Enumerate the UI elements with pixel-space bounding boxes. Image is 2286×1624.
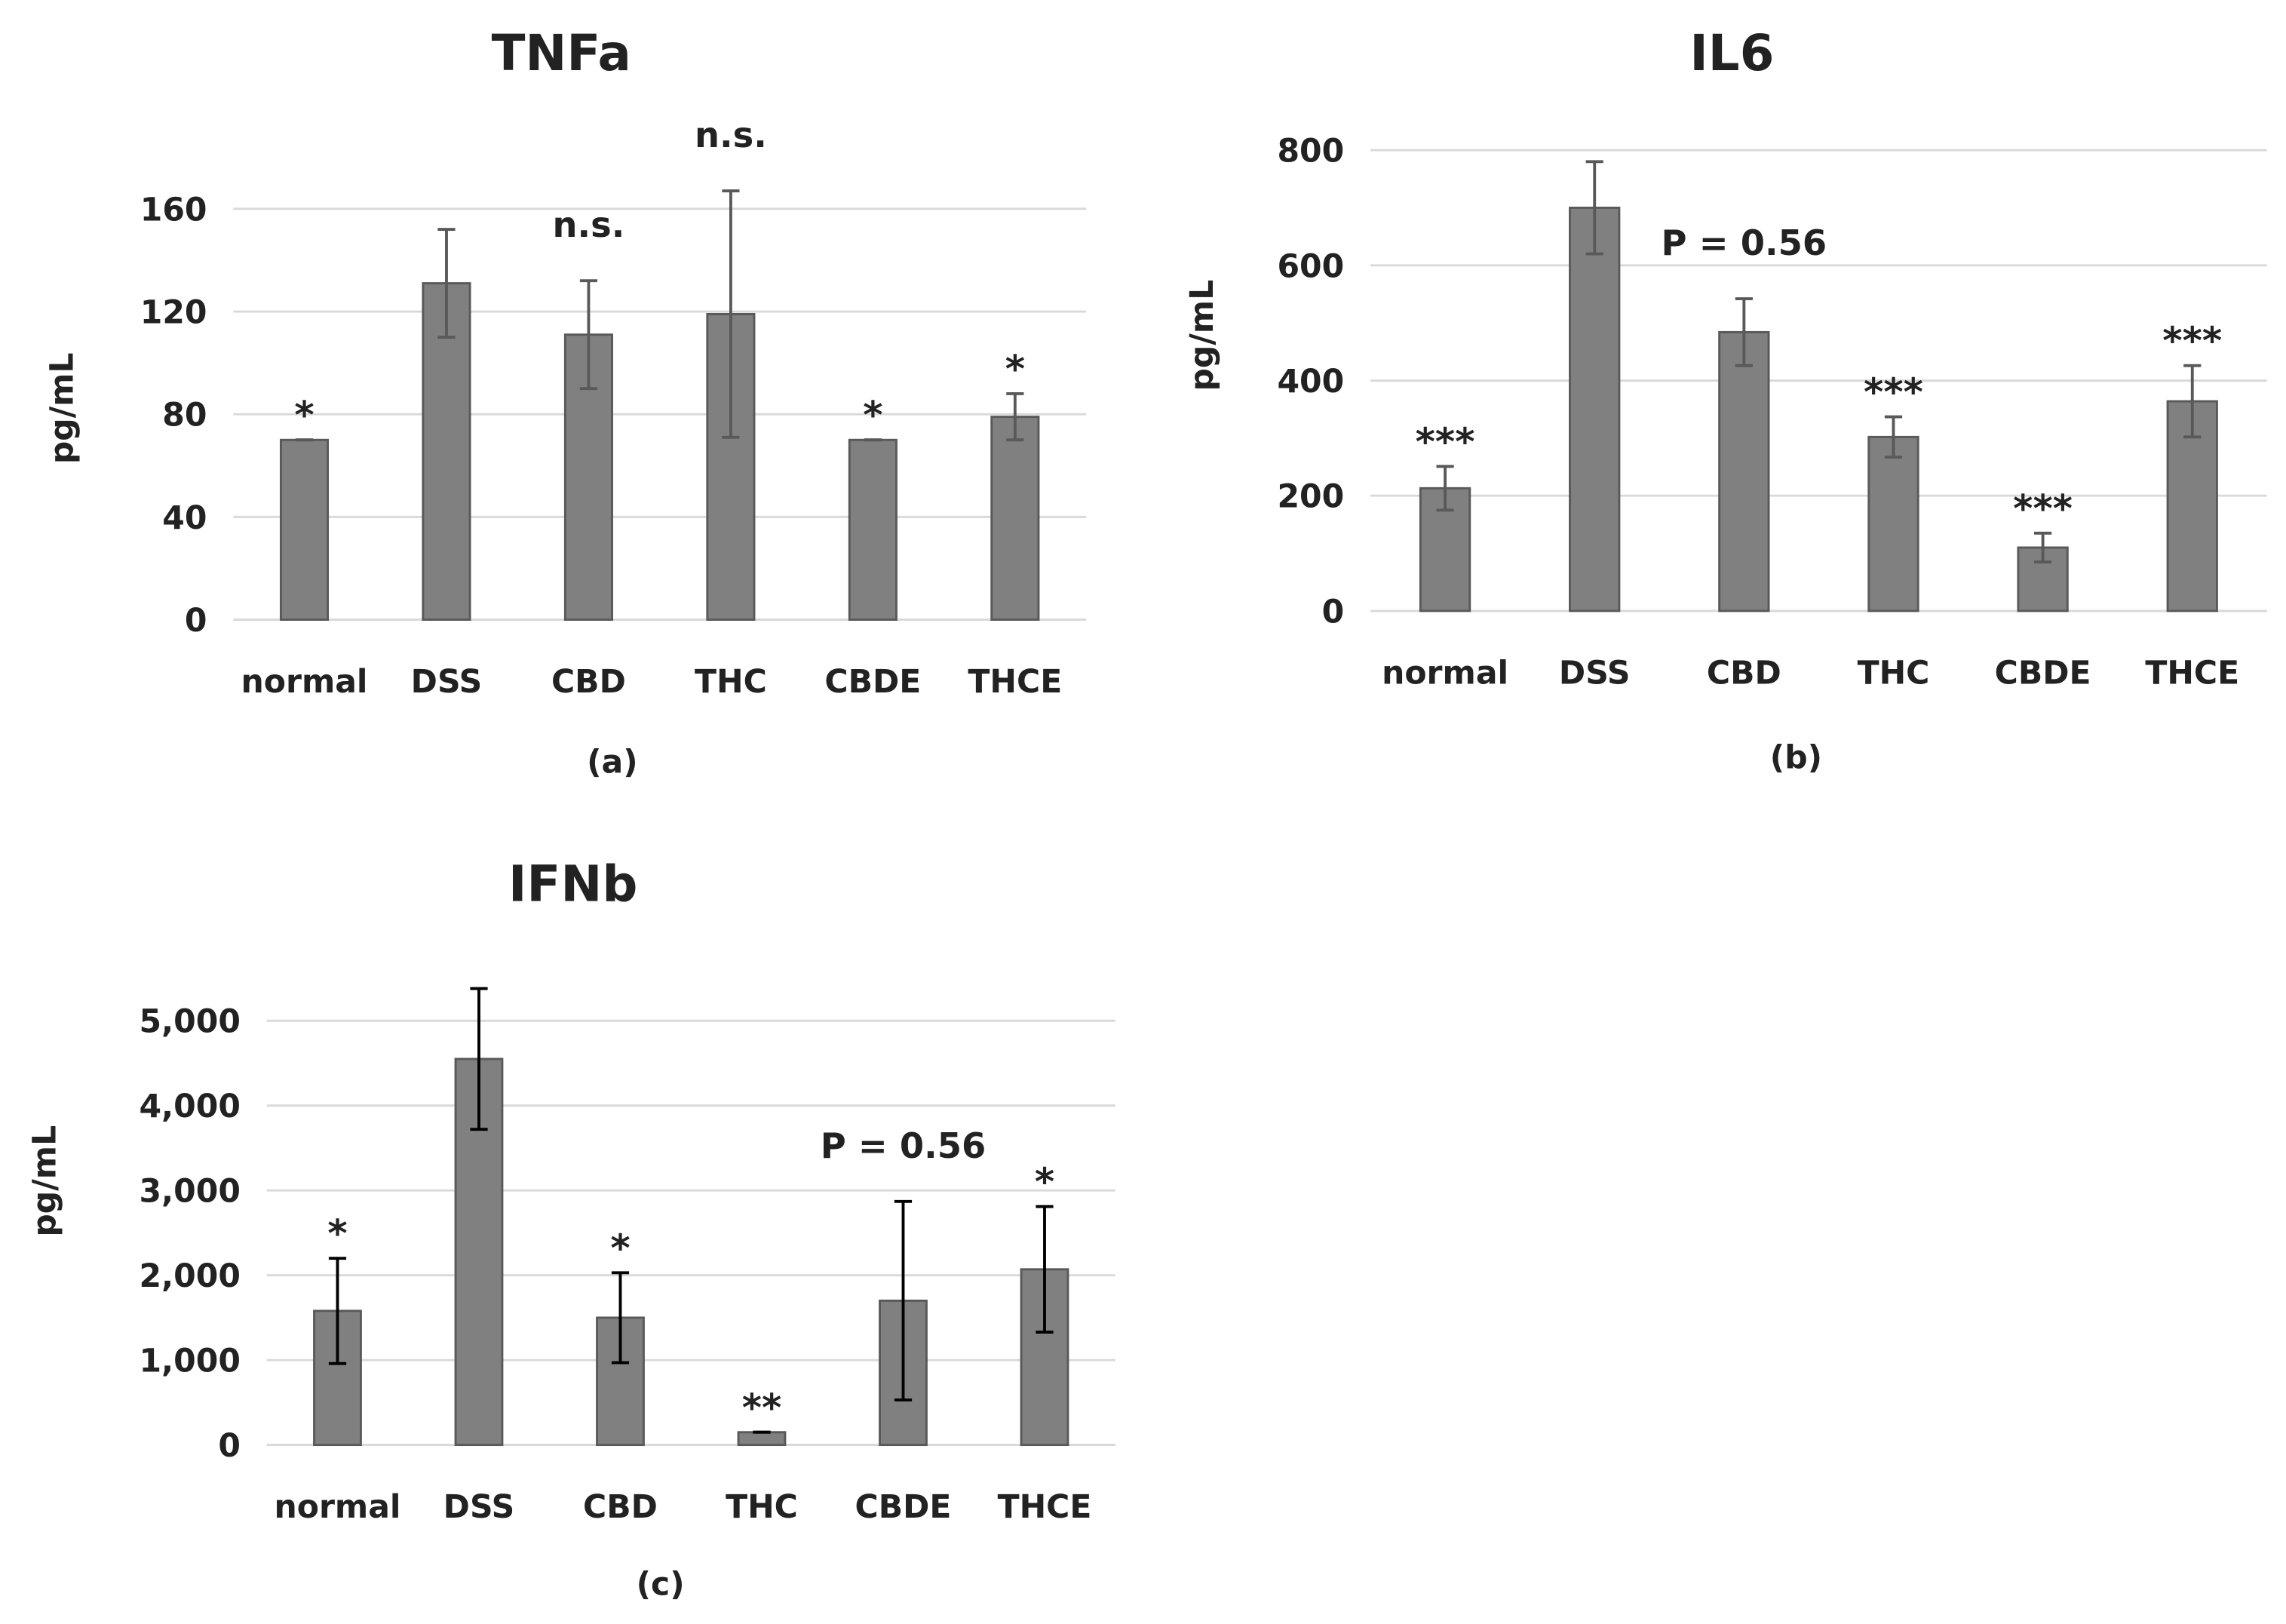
y-tick-label: 3,000 xyxy=(139,1174,240,1211)
x-tick-label: CBD xyxy=(583,1489,658,1526)
y-tick-label: 160 xyxy=(140,192,207,229)
y-tick-label: 4,000 xyxy=(139,1088,240,1125)
x-tick-label: THC xyxy=(695,664,767,701)
x-tick-label: normal xyxy=(274,1489,400,1526)
y-tick-label: 600 xyxy=(1277,248,1344,285)
x-tick-label: normal xyxy=(1382,655,1508,692)
significance-label: P = 0.56 xyxy=(821,1125,987,1166)
significance-label: *** xyxy=(1416,419,1475,464)
significance-label: * xyxy=(327,1211,347,1256)
bar xyxy=(737,1431,787,1447)
x-tick-label: THC xyxy=(726,1489,798,1526)
x-tick-label: normal xyxy=(241,664,368,701)
y-tick-label: 400 xyxy=(1277,364,1344,401)
x-tick-label: THCE xyxy=(2145,655,2239,692)
y-axis-label: pg/mL xyxy=(26,1125,63,1237)
x-tick-label: DSS xyxy=(443,1489,515,1526)
x-tick-label: CBDE xyxy=(824,664,921,701)
significance-label: P = 0.56 xyxy=(1662,223,1827,263)
bar xyxy=(1718,330,1770,612)
chart-title: IFNb xyxy=(508,856,637,913)
panel-label: (b) xyxy=(1770,740,1822,777)
bar xyxy=(1569,207,1621,612)
y-tick-label: 0 xyxy=(1322,594,1345,631)
x-tick-label: THCE xyxy=(968,664,1062,701)
y-tick-label: 800 xyxy=(1277,134,1344,170)
chart-title: IL6 xyxy=(1689,25,1774,82)
bar xyxy=(848,438,898,621)
significance-label: * xyxy=(294,393,314,437)
significance-label: * xyxy=(1005,346,1025,391)
y-tick-label: 0 xyxy=(218,1428,241,1465)
x-tick-label: THCE xyxy=(998,1489,1092,1526)
x-tick-label: DSS xyxy=(1559,655,1631,692)
y-tick-label: 1,000 xyxy=(139,1343,240,1380)
significance-label: * xyxy=(1035,1159,1054,1204)
significance-label: *** xyxy=(1864,370,1923,414)
y-tick-label: 40 xyxy=(162,500,207,537)
significance-label: n.s. xyxy=(695,115,767,155)
y-tick-label: 0 xyxy=(185,603,207,640)
figure-content: TNFa (a) pg/mL 0 40 80 120 160 normal * DSS CBD n.s.… xyxy=(26,25,2267,1604)
bar xyxy=(422,282,471,621)
bar xyxy=(279,438,330,621)
bar xyxy=(990,416,1040,621)
y-tick-label: 5,000 xyxy=(139,1004,240,1041)
x-tick-label: CBDE xyxy=(855,1489,952,1526)
significance-label: n.s. xyxy=(553,204,625,245)
bar xyxy=(1867,435,1919,612)
y-tick-label: 2,000 xyxy=(139,1258,240,1295)
y-tick-label: 200 xyxy=(1277,479,1344,516)
significance-label: *** xyxy=(2013,486,2073,530)
x-tick-label: CBD xyxy=(551,664,626,701)
x-tick-label: CBDE xyxy=(1995,655,2091,692)
y-tick-label: 80 xyxy=(162,398,207,434)
y-axis-label: pg/mL xyxy=(1184,280,1221,391)
x-tick-label: CBD xyxy=(1707,655,1781,692)
chart-title: TNFa xyxy=(492,25,631,82)
y-tick-label: 120 xyxy=(140,294,207,331)
significance-label: * xyxy=(863,393,882,437)
x-tick-label: DSS xyxy=(411,664,483,701)
significance-label: ** xyxy=(742,1385,782,1429)
significance-label: * xyxy=(610,1226,630,1270)
x-tick-label: THC xyxy=(1858,655,1930,692)
panel-label: (c) xyxy=(637,1567,685,1604)
y-axis-label: pg/mL xyxy=(44,352,81,464)
panel-label: (a) xyxy=(587,744,638,781)
bar xyxy=(706,312,756,621)
significance-label: *** xyxy=(2162,318,2222,363)
